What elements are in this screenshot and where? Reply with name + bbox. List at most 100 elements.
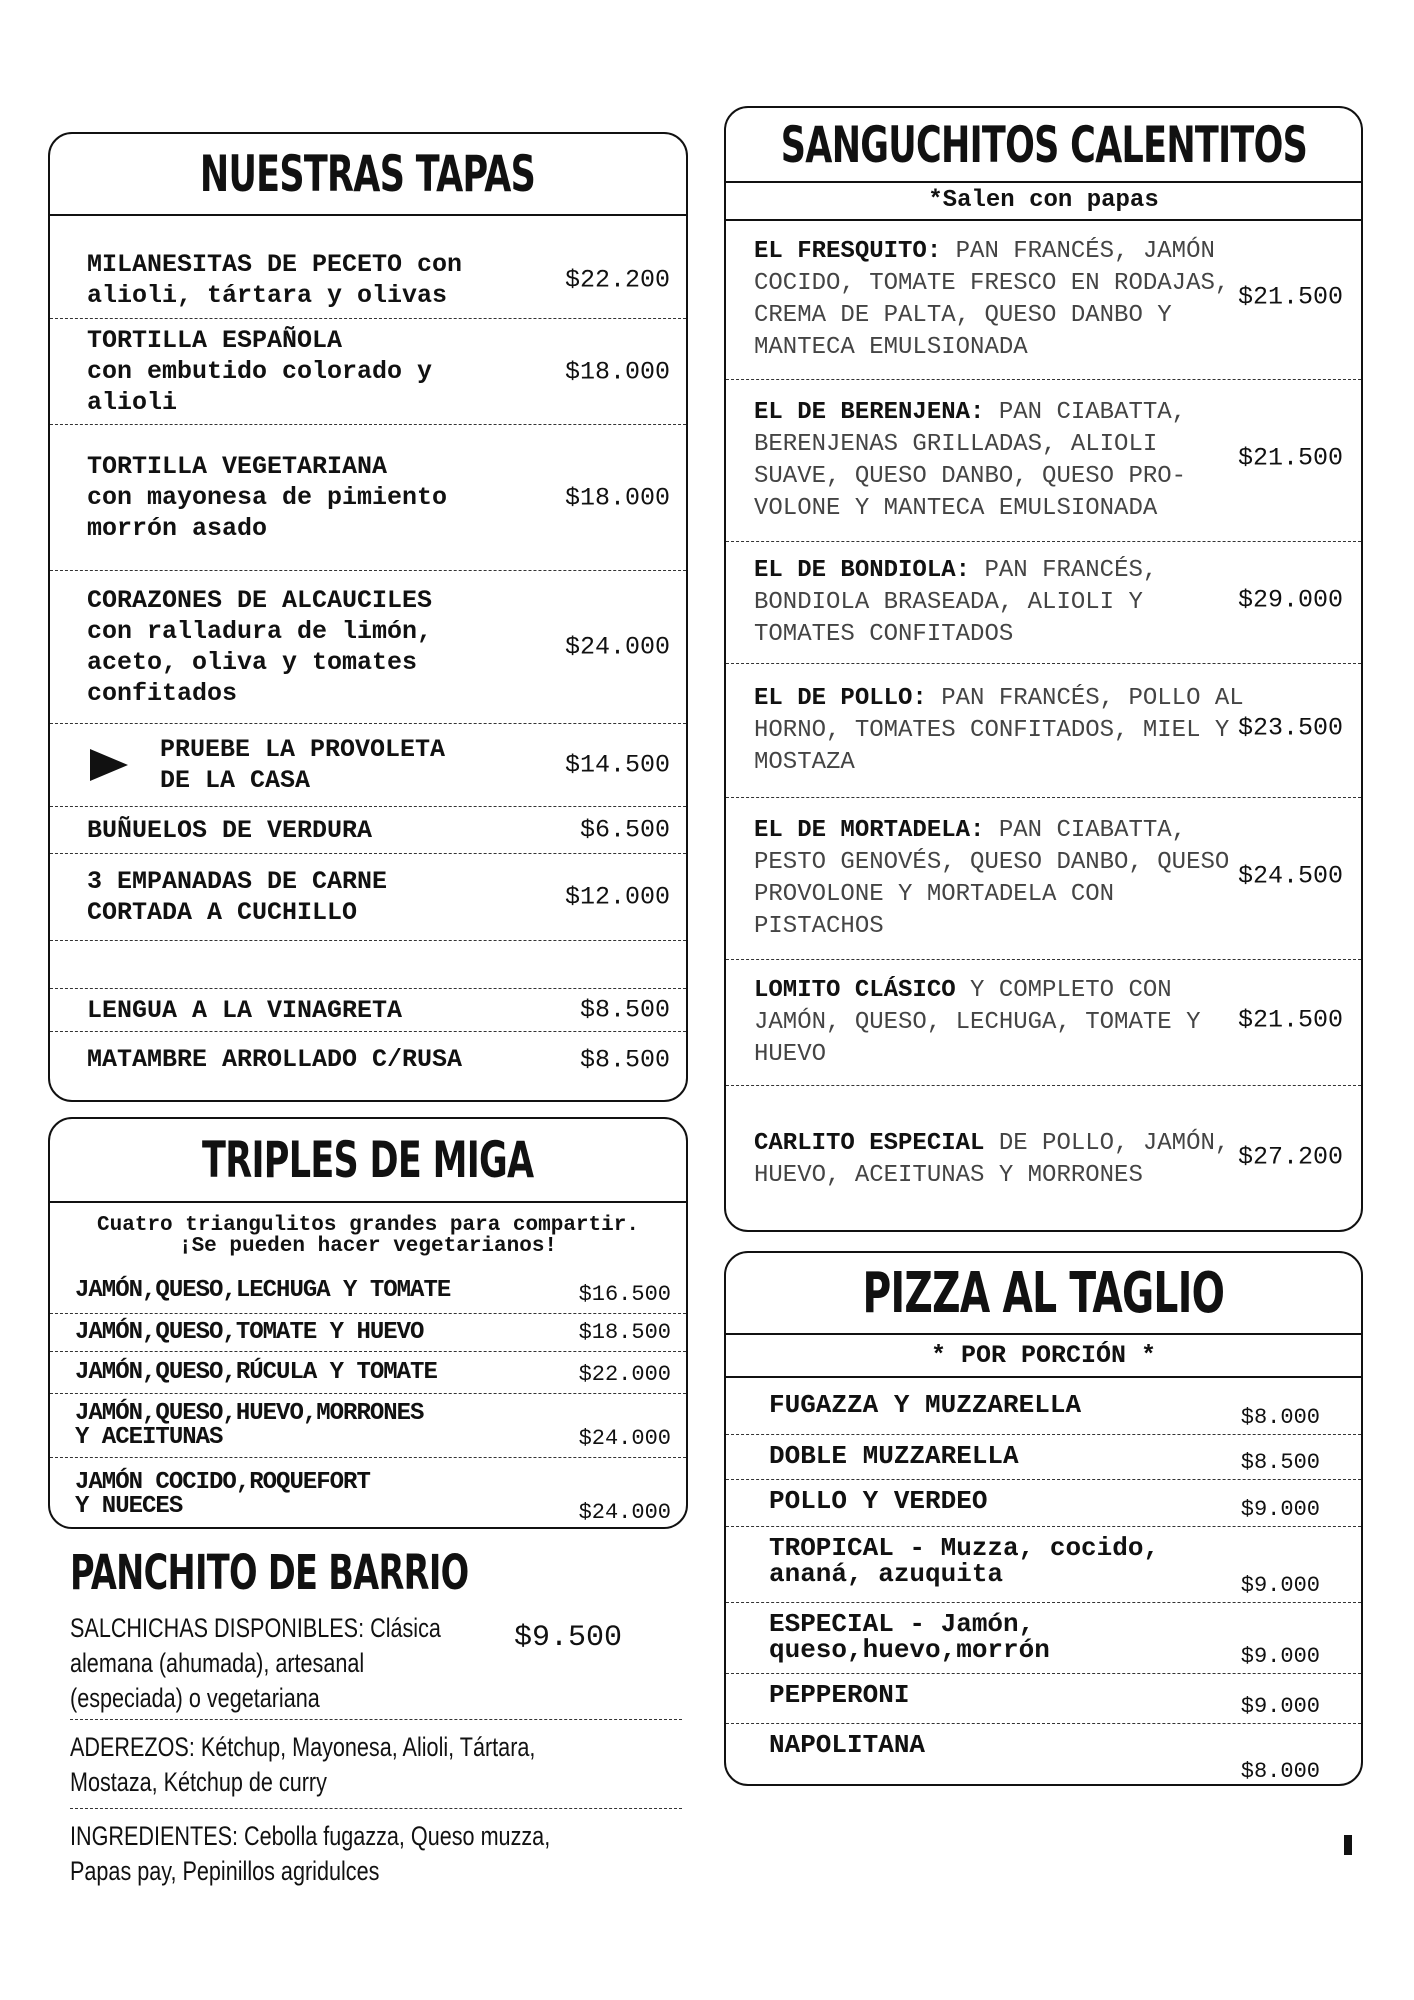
item-line: MATAMBRE ARROLLADO C/RUSA: [87, 1045, 463, 1074]
item-line: CORTADA A CUCHILLO: [87, 898, 358, 927]
item-name: CARLITO ESPECIAL: [754, 1130, 985, 1157]
item-name: TORTILLA ESPAÑOLA con embutido colorado y…: [87, 325, 432, 418]
item-price: $9.000: [1240, 1573, 1320, 1598]
item-line: confitados: [87, 679, 238, 708]
item-price: $14.500: [564, 750, 670, 780]
item-text: EL DE BONDIOLA: PAN FRANCÉS, BONDIOLA BR…: [754, 555, 1244, 651]
subtitle-line: ¡Se pueden hacer vegetarianos!: [178, 1235, 558, 1258]
section-title: TRIPLES DE MIGA: [202, 1131, 534, 1189]
item-price: $24.000: [578, 1500, 671, 1525]
item-line: TROPICAL - Muzza, cocido,: [769, 1533, 1160, 1563]
menu-item: EL DE BERENJENA: PAN CIABATTA, BERENJENA…: [726, 380, 1361, 542]
item-price: $8.500: [579, 1045, 670, 1074]
item-description: PAN CIABATTA, BERENJENAS GRILLADAS, ALIO…: [754, 398, 1187, 522]
menu-item: FUGAZZA Y MUZZARELLA $8.000: [726, 1384, 1361, 1435]
menu-item: 3 EMPANADAS DE CARNE CORTADA A CUCHILLO $1…: [50, 854, 686, 941]
item-list: SALCHICHAS DISPONIBLES: Clásica alemana (…: [70, 1601, 682, 1899]
section-header: PANCHITO DE BARRIO: [70, 1545, 682, 1601]
menu-item: LOMITO CLÁSICO Y COMPLETO CON JAMÓN, QUE…: [726, 960, 1361, 1086]
item-name: MATAMBRE ARROLLADO C/RUSA: [87, 1044, 462, 1075]
item-price: $18.500: [578, 1320, 671, 1345]
item-line: DOBLE MUZZARELLA: [769, 1441, 1019, 1471]
item-price: $18.000: [564, 357, 670, 386]
item-name: BUÑUELOS DE VERDURA: [87, 815, 372, 846]
item-description: Y COMPLETO CON JAMÓN, QUESO, LECHUGA, TO…: [754, 976, 1201, 1068]
item-line: PRUEBE LA PROVOLETA: [160, 735, 446, 764]
info-text: INGREDIENTES: Cebolla fugazza, Queso muz…: [70, 1819, 682, 1889]
triples-section: TRIPLES DE MIGA Cuatro triangulitos gran…: [48, 1117, 688, 1529]
item-price: $22.000: [578, 1362, 671, 1387]
item-description: PAN CIABATTA, PESTO GENOVÉS, QUESO DANBO…: [754, 816, 1230, 940]
item-line: Mostaza, Kétchup de curry: [70, 1767, 327, 1797]
item-name: 3 EMPANADAS DE CARNE CORTADA A CUCHILLO: [87, 866, 387, 928]
item-price: $8.000: [1240, 1759, 1320, 1784]
section-title: PIZZA AL TAGLIO: [862, 1260, 1225, 1326]
menu-item: MILANESITAS DE PECETO con alioli, tártara…: [50, 242, 686, 319]
item-name: JAMÓN,QUESO,RÚCULA Y TOMATE: [75, 1360, 438, 1385]
menu-item: JAMÓN,QUESO,RÚCULA Y TOMATE $22.000: [50, 1352, 686, 1394]
item-line: morrón asado: [87, 514, 268, 543]
tapas-section: NUESTRAS TAPAS MILANESITAS DE PECETO con…: [48, 132, 688, 1102]
item-line: alioli, tártara y olivas: [87, 281, 448, 310]
sanguchitos-section: SANGUCHITOS CALENTITOS *Salen con papas …: [724, 106, 1363, 1232]
item-text: CARLITO ESPECIAL DE POLLO, JAMÓN, HUEVO,…: [754, 1128, 1244, 1192]
item-line: Y NUECES: [75, 1492, 183, 1520]
info-row: SALCHICHAS DISPONIBLES: Clásica alemana (…: [70, 1601, 682, 1720]
item-name: PEPPERONI: [769, 1682, 909, 1708]
item-text: EL DE MORTADELA: PAN CIABATTA, PESTO GEN…: [754, 815, 1244, 943]
item-text: EL DE POLLO: PAN FRANCÉS, POLLO AL HORNO…: [754, 683, 1244, 779]
item-description: PAN FRANCÉS, BONDIOLA BRASEADA, ALIOLI Y…: [754, 556, 1158, 648]
item-name: FUGAZZA Y MUZZARELLA: [769, 1392, 1081, 1418]
item-price: $9.500: [513, 1621, 622, 1655]
menu-item: JAMÓN COCIDO,ROQUEFORT Y NUECES $24.000: [50, 1458, 686, 1527]
item-name: LOMITO CLÁSICO: [754, 976, 956, 1004]
info-row: INGREDIENTES: Cebolla fugazza, Queso muz…: [70, 1809, 682, 1899]
item-text: EL DE BERENJENA: PAN CIABATTA, BERENJENA…: [754, 397, 1244, 525]
item-price: $8.500: [579, 995, 670, 1025]
panchito-section: PANCHITO DE BARRIO SALCHICHAS DISPONIBLE…: [70, 1545, 682, 1899]
item-price: $22.200: [564, 265, 670, 295]
item-line: FUGAZZA Y MUZZARELLA: [769, 1390, 1082, 1420]
menu-item: PEPPERONI $9.000: [726, 1674, 1361, 1724]
item-line: JAMÓN,QUESO,HUEVO,MORRONES: [75, 1399, 424, 1427]
section-title: SANGUCHITOS CALENTITOS: [780, 115, 1307, 174]
item-name: JAMÓN,QUESO,HUEVO,MORRONES Y ACEITUNAS: [75, 1399, 424, 1451]
section-subtitle: Cuatro triangulitos grandes para compart…: [50, 1203, 686, 1269]
arrow-icon: [90, 749, 128, 781]
item-name: DOBLE MUZZARELLA: [769, 1443, 1019, 1469]
item-price: $23.500: [1237, 713, 1343, 743]
menu-item: EL DE POLLO: PAN FRANCÉS, POLLO AL HORNO…: [726, 664, 1361, 798]
section-title: NUESTRAS TAPAS: [200, 145, 536, 203]
item-name: TROPICAL - Muzza, cocido, ananá, azuquita: [769, 1535, 1159, 1587]
menu-item: TROPICAL - Muzza, cocido, ananá, azuquita…: [726, 1527, 1361, 1603]
menu-item: CARLITO ESPECIAL DE POLLO, JAMÓN, HUEVO,…: [726, 1086, 1361, 1230]
menu-item: TORTILLA VEGETARIANA con mayonesa de pimi…: [50, 425, 686, 571]
item-line: PEPPERONI: [769, 1680, 910, 1710]
item-name: EL DE BONDIOLA:: [754, 556, 971, 584]
menu-item: MATAMBRE ARROLLADO C/RUSA $8.500: [50, 1032, 686, 1087]
item-price: $9.000: [1240, 1497, 1320, 1522]
item-line: JAMÓN,QUESO,TOMATE Y HUEVO: [75, 1318, 424, 1346]
item-name: JAMÓN,QUESO,LECHUGA Y TOMATE: [75, 1277, 451, 1304]
item-name: TORTILLA VEGETARIANA con mayonesa de pimi…: [87, 451, 447, 544]
item-text: LOMITO CLÁSICO Y COMPLETO CON JAMÓN, QUE…: [754, 975, 1244, 1071]
item-line: (especiada) o vegetariana: [70, 1683, 320, 1713]
menu-item: NAPOLITANA $8.000: [726, 1724, 1361, 1784]
item-line: Y ACEITUNAS: [75, 1423, 223, 1451]
section-header: TRIPLES DE MIGA: [50, 1119, 686, 1203]
info-text: ADEREZOS: Kétchup, Mayonesa, Alioli, Tár…: [70, 1730, 682, 1800]
item-line: INGREDIENTES: Cebolla fugazza, Queso muz…: [70, 1821, 551, 1851]
item-line: queso,huevo,morrón: [769, 1635, 1050, 1665]
item-line: ananá, azuquita: [769, 1559, 1004, 1589]
item-name: CORAZONES DE ALCAUCILES con ralladura de …: [87, 585, 432, 709]
item-name: EL DE POLLO:: [754, 684, 927, 712]
item-list: FUGAZZA Y MUZZARELLA $8.000 DOBLE MUZZAREL…: [726, 1378, 1361, 1784]
item-price: $9.000: [1240, 1694, 1320, 1719]
item-name: NAPOLITANA: [769, 1732, 925, 1758]
item-line: JAMÓN,QUESO,LECHUGA Y TOMATE: [75, 1277, 451, 1304]
item-name: JAMÓN,QUESO,TOMATE Y HUEVO: [75, 1318, 424, 1346]
item-name: LENGUA A LA VINAGRETA: [87, 995, 402, 1026]
menu-item: ESPECIAL - Jamón, queso,huevo,morrón $9.00…: [726, 1603, 1361, 1674]
item-line: con ralladura de limón,: [87, 617, 433, 646]
